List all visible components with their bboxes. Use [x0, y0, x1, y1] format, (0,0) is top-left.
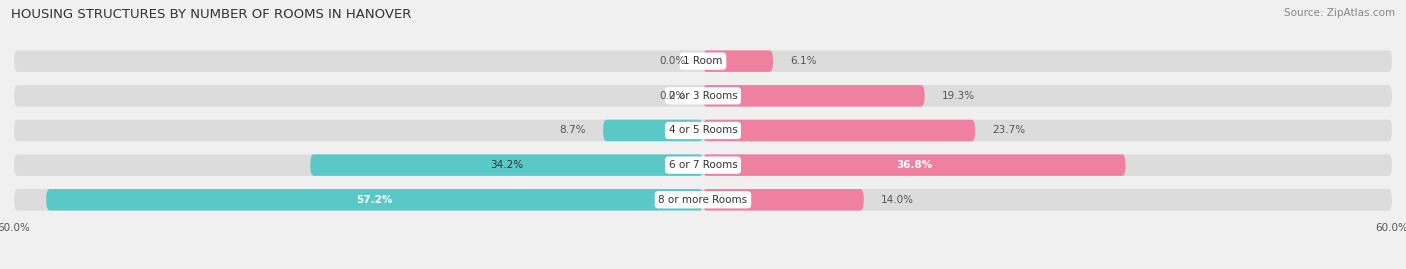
- FancyBboxPatch shape: [14, 50, 1392, 72]
- FancyBboxPatch shape: [703, 50, 773, 72]
- Text: 6 or 7 Rooms: 6 or 7 Rooms: [669, 160, 737, 170]
- FancyBboxPatch shape: [14, 85, 1392, 107]
- Text: 8.7%: 8.7%: [560, 125, 586, 136]
- FancyBboxPatch shape: [311, 154, 703, 176]
- Text: 1 Room: 1 Room: [683, 56, 723, 66]
- Text: 14.0%: 14.0%: [882, 195, 914, 205]
- FancyBboxPatch shape: [703, 85, 925, 107]
- FancyBboxPatch shape: [14, 120, 1392, 141]
- FancyBboxPatch shape: [703, 189, 863, 211]
- FancyBboxPatch shape: [46, 189, 703, 211]
- Text: 19.3%: 19.3%: [942, 91, 974, 101]
- Text: 34.2%: 34.2%: [491, 160, 523, 170]
- Text: 2 or 3 Rooms: 2 or 3 Rooms: [669, 91, 737, 101]
- FancyBboxPatch shape: [703, 120, 976, 141]
- Text: 36.8%: 36.8%: [896, 160, 932, 170]
- Text: 23.7%: 23.7%: [993, 125, 1025, 136]
- Text: 0.0%: 0.0%: [659, 56, 686, 66]
- FancyBboxPatch shape: [14, 189, 1392, 211]
- FancyBboxPatch shape: [603, 120, 703, 141]
- Text: HOUSING STRUCTURES BY NUMBER OF ROOMS IN HANOVER: HOUSING STRUCTURES BY NUMBER OF ROOMS IN…: [11, 8, 412, 21]
- Text: 8 or more Rooms: 8 or more Rooms: [658, 195, 748, 205]
- FancyBboxPatch shape: [14, 154, 1392, 176]
- Text: 57.2%: 57.2%: [356, 195, 392, 205]
- Text: Source: ZipAtlas.com: Source: ZipAtlas.com: [1284, 8, 1395, 18]
- FancyBboxPatch shape: [703, 154, 1126, 176]
- Text: 0.0%: 0.0%: [659, 91, 686, 101]
- Text: 6.1%: 6.1%: [790, 56, 817, 66]
- Text: 4 or 5 Rooms: 4 or 5 Rooms: [669, 125, 737, 136]
